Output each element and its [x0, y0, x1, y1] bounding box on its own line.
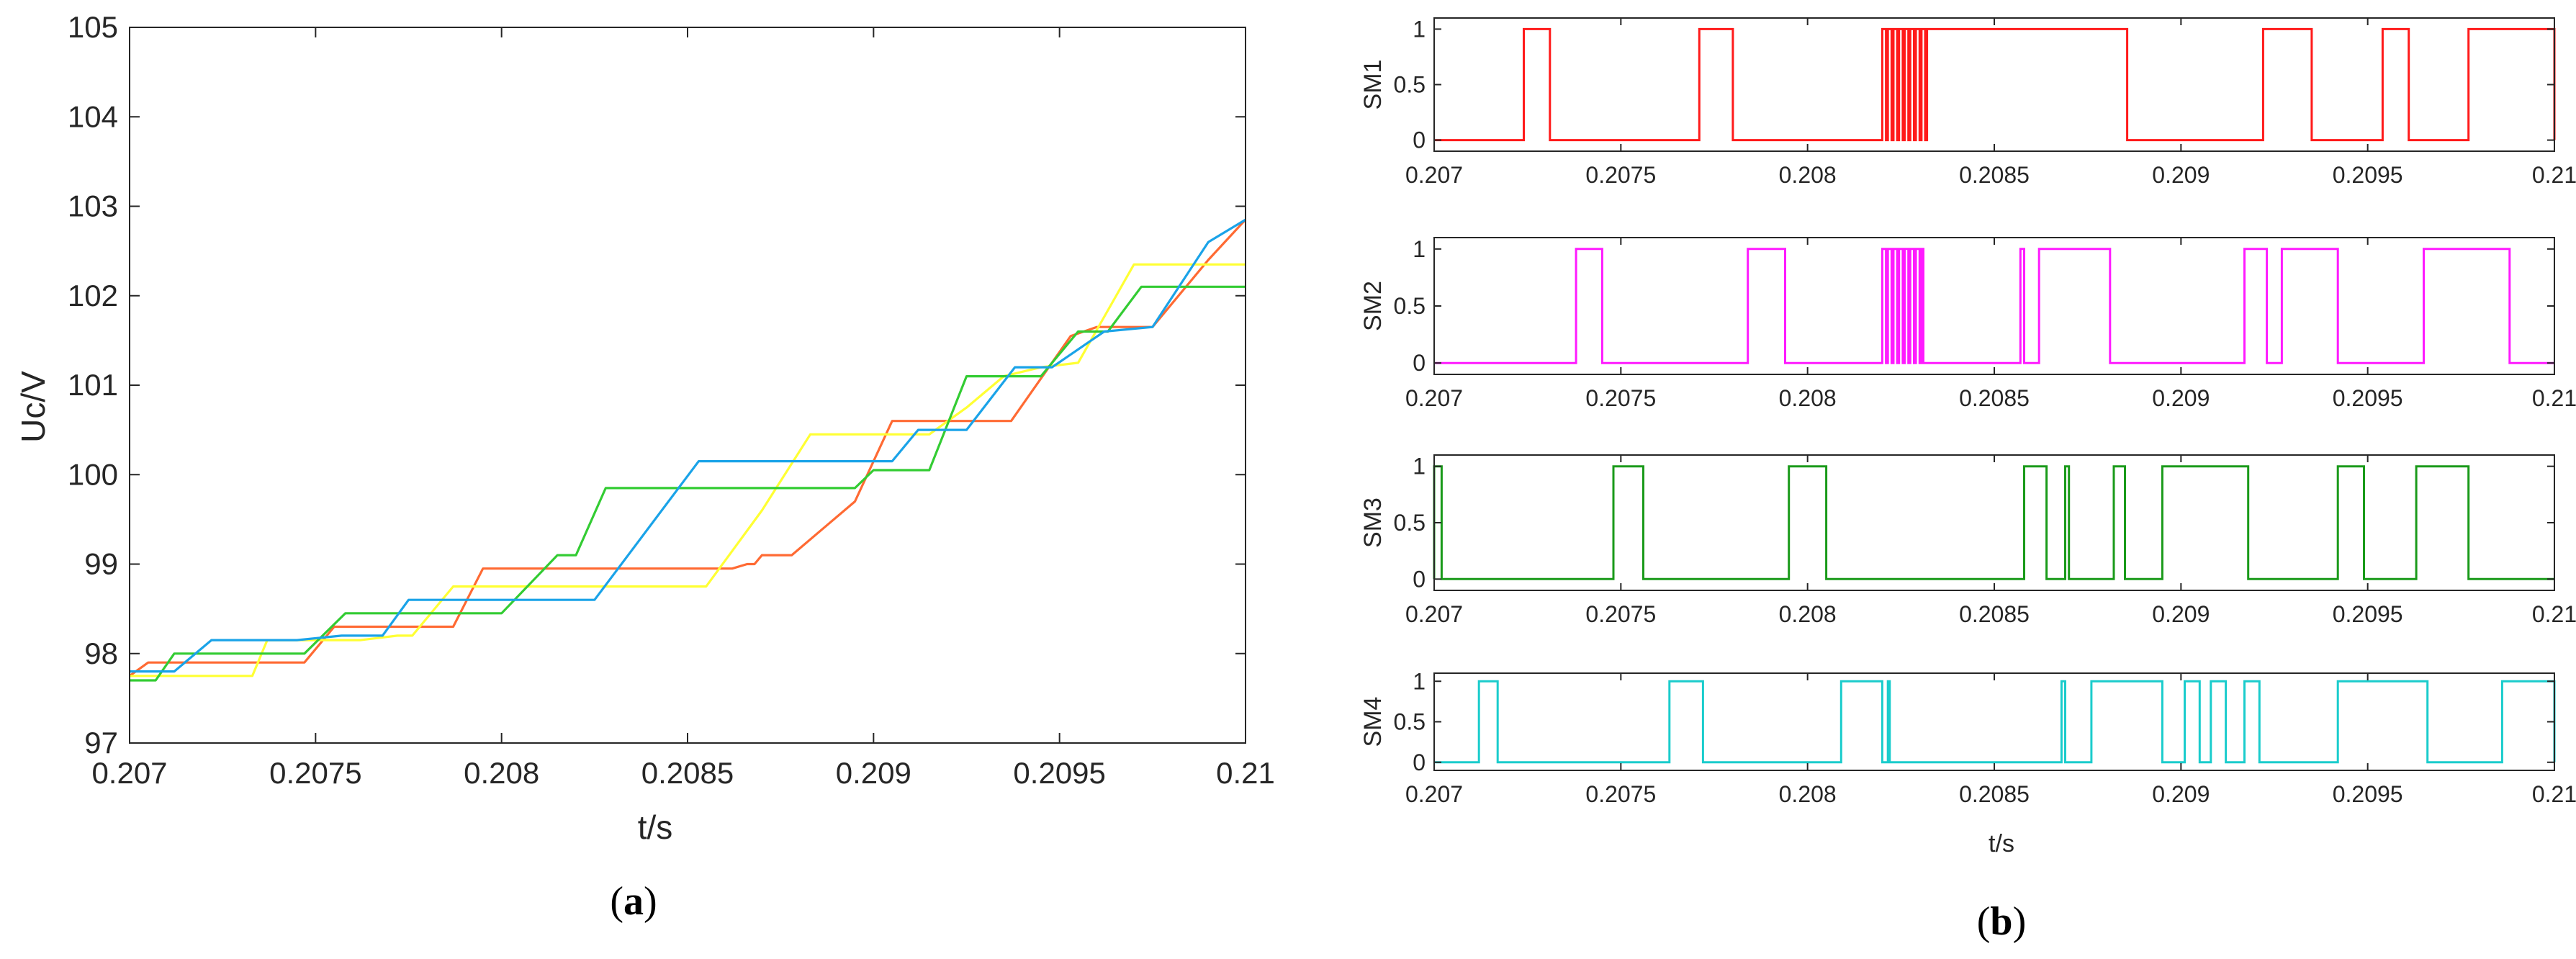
panel-a-label: (a)	[610, 879, 657, 924]
signal-line-sm2	[1434, 248, 2554, 364]
x-tick-label: 0.209	[836, 756, 911, 790]
x-tick-label: 0.2075	[1585, 162, 1656, 188]
x-tick-label: 0.208	[1779, 162, 1837, 188]
x-tick-label: 0.2085	[1959, 162, 2030, 188]
x-tick-label: 0.21	[2532, 162, 2576, 188]
x-tick-label: 0.21	[2532, 601, 2576, 627]
x-tick-label: 0.2095	[2333, 162, 2403, 188]
y-tick-label: 105	[68, 10, 118, 44]
y-tick-label: 0	[1413, 566, 1426, 592]
y-tick-label: 100	[68, 457, 118, 491]
x-tick-label: 0.209	[2152, 385, 2210, 411]
x-tick-label: 0.208	[1779, 781, 1837, 807]
x-tick-label: 0.21	[2532, 385, 2576, 411]
panel-a-xlabel: t/s	[638, 809, 673, 846]
x-tick-label: 0.208	[1779, 385, 1837, 411]
y-tick-label: 97	[84, 726, 118, 760]
series-line-sm3	[130, 285, 1246, 682]
y-tick-label: 0.5	[1394, 72, 1426, 98]
subplot-sm1: 0.207 0.2075 0.208 0.2085 0.209 0.2095 0.21 0 0.…	[1359, 16, 2576, 188]
subplot-ylabel-sm1: SM1	[1359, 60, 1387, 110]
x-tick-label: 0.2085	[1959, 781, 2030, 807]
x-tick-label: 0.2095	[2333, 781, 2403, 807]
subplot-ylabel-sm4: SM4	[1359, 697, 1387, 747]
y-tick-label: 1	[1413, 454, 1426, 480]
y-tick-label: 0.5	[1394, 293, 1426, 319]
y-tick-label: 0.5	[1394, 510, 1426, 536]
panel-b-switching-signals: 0.207 0.2075 0.208 0.2085 0.209 0.2095 0.21 0 0.…	[1359, 16, 2576, 944]
x-tick-label: 0.208	[464, 756, 539, 790]
y-tick-label: 1	[1413, 16, 1426, 42]
y-tick-label: 99	[84, 547, 118, 581]
y-tick-label: 0.5	[1394, 709, 1426, 735]
y-tick-label: 98	[84, 636, 118, 670]
y-tick-label: 104	[68, 99, 118, 133]
x-tick-label: 0.207	[91, 756, 167, 790]
signal-line-sm1	[1434, 27, 2556, 142]
panel-b-subplots: 0.207 0.2075 0.208 0.2085 0.209 0.2095 0.21 0 0.…	[1359, 16, 2576, 807]
x-tick-label: 0.2075	[1585, 385, 1656, 411]
y-tick-label: 103	[68, 189, 118, 223]
x-tick-label: 0.21	[1216, 756, 1275, 790]
panel-a-uc-chart: 0.207 0.2075 0.208 0.2085 0.209 0.2095 0.21 97 9…	[14, 10, 1275, 924]
subplot-sm3: 0.207 0.2075 0.208 0.2085 0.209 0.2095 0.21 0 0.…	[1359, 454, 2576, 627]
y-tick-label: 1	[1413, 236, 1426, 262]
subplot-ylabel-sm2: SM2	[1359, 281, 1387, 331]
x-tick-label: 0.2095	[2333, 601, 2403, 627]
x-tick-label: 0.21	[2532, 781, 2576, 807]
subplot-ylabel-sm3: SM3	[1359, 497, 1387, 548]
x-tick-label: 0.2095	[1013, 756, 1105, 790]
y-tick-label: 0	[1413, 749, 1426, 775]
x-tick-label: 0.209	[2152, 601, 2210, 627]
x-tick-label: 0.2075	[1585, 781, 1656, 807]
x-tick-label: 0.208	[1779, 601, 1837, 627]
x-tick-label: 0.207	[1405, 162, 1463, 188]
x-tick-label: 0.2075	[1585, 601, 1656, 627]
x-tick-label: 0.2085	[641, 756, 734, 790]
signal-line-sm4	[1434, 680, 2556, 764]
y-tick-label: 102	[68, 279, 118, 312]
panel-b-label: (b)	[1977, 899, 2026, 944]
subplot-sm2: 0.207 0.2075 0.208 0.2085 0.209 0.2095 0.21 0 0.…	[1359, 236, 2576, 411]
panel-b-xlabel: t/s	[1989, 830, 2014, 857]
series-line-sm4	[130, 218, 1246, 673]
x-tick-label: 0.207	[1405, 781, 1463, 807]
x-tick-label: 0.209	[2152, 162, 2210, 188]
y-tick-label: 0	[1413, 350, 1426, 376]
x-tick-label: 0.2085	[1959, 385, 2030, 411]
series-line-sm1	[129, 219, 1247, 677]
panel-a-axes: 0.207 0.2075 0.208 0.2085 0.209 0.2095 0.21 97 9…	[68, 10, 1275, 790]
x-tick-label: 0.207	[1405, 601, 1463, 627]
x-tick-label: 0.207	[1405, 385, 1463, 411]
series-line-sm2	[130, 263, 1246, 677]
y-tick-label: 101	[68, 368, 118, 402]
y-tick-label: 0	[1413, 127, 1426, 153]
x-tick-label: 0.209	[2152, 781, 2210, 807]
x-tick-label: 0.2095	[2333, 385, 2403, 411]
panel-a-series-lines	[129, 218, 1247, 682]
subplot-sm4: 0.207 0.2075 0.208 0.2085 0.209 0.2095 0.21 0 0.…	[1359, 668, 2576, 807]
x-tick-label: 0.2085	[1959, 601, 2030, 627]
panel-a-ylabel: Uc/V	[14, 371, 52, 443]
x-tick-label: 0.2075	[269, 756, 361, 790]
y-tick-label: 1	[1413, 668, 1426, 694]
signal-line-sm3	[1433, 465, 2554, 580]
